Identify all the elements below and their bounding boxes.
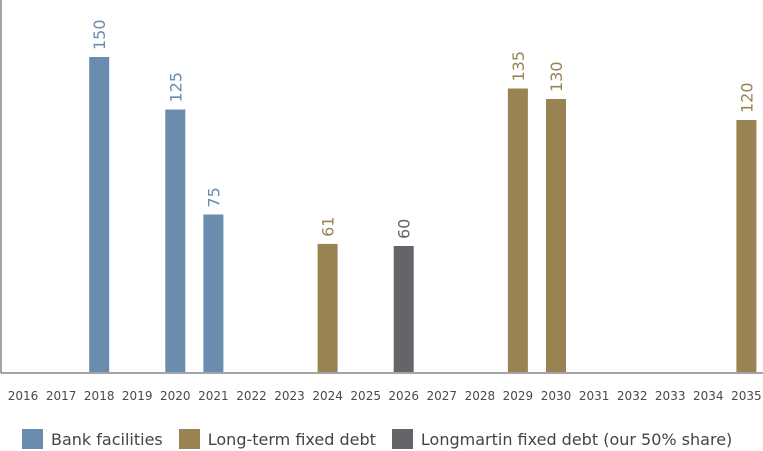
x-tick-label-2022: 2022 xyxy=(236,389,267,403)
legend-item-longmartin-fixed-debt: Longmartin fixed debt (our 50% share) xyxy=(391,429,733,449)
data-label-2026: 60 xyxy=(395,219,414,239)
bar-2024 xyxy=(317,243,338,372)
x-tick-label-2030: 2030 xyxy=(541,389,572,403)
x-tick-labels-group: 2016 2017 2018 2019 2020 2021 2022 2023 2024 2025… xyxy=(8,389,762,403)
legend-swatch-longmartin-fixed-debt xyxy=(391,429,413,449)
data-label-2024: 61 xyxy=(319,217,338,237)
x-tick-label-2035: 2035 xyxy=(731,389,762,403)
bar-2029 xyxy=(507,88,528,372)
legend-label-bank-facilities: Bank facilities xyxy=(51,429,163,449)
data-label-2035: 120 xyxy=(737,82,756,113)
x-tick-label-2016: 2016 xyxy=(8,389,39,403)
x-tick-label-2034: 2034 xyxy=(693,389,724,403)
x-tick-label-2025: 2025 xyxy=(350,389,381,403)
x-tick-label-2027: 2027 xyxy=(427,389,458,403)
legend-swatch-long-term-fixed-debt xyxy=(178,429,200,449)
x-tick-label-2026: 2026 xyxy=(388,389,419,403)
x-tick-label-2028: 2028 xyxy=(465,389,496,403)
x-tick-label-2032: 2032 xyxy=(617,389,648,403)
x-tick-label-2019: 2019 xyxy=(122,389,153,403)
bar-2020 xyxy=(165,109,186,372)
data-labels-group: 150 125 75 61 60 135 130 120 xyxy=(90,19,756,239)
x-tick-label-2024: 2024 xyxy=(312,389,343,403)
bar-2030 xyxy=(546,99,566,372)
data-label-2020: 125 xyxy=(166,72,185,103)
x-tick-label-2033: 2033 xyxy=(655,389,686,403)
x-tick-label-2018: 2018 xyxy=(84,389,115,403)
bar-2018 xyxy=(89,57,110,372)
bars-group xyxy=(89,57,757,372)
legend: Bank facilities Long-term fixed debt Lon… xyxy=(22,428,732,450)
legend-item-bank-facilities: Bank facilities xyxy=(22,429,163,449)
x-tick-label-2020: 2020 xyxy=(160,389,191,403)
x-tick-label-2031: 2031 xyxy=(579,389,610,403)
x-tick-label-2021: 2021 xyxy=(198,389,229,403)
legend-swatch-bank-facilities xyxy=(22,429,43,449)
bar-2035 xyxy=(736,120,757,372)
legend-label-long-term-fixed-debt: Long-term fixed debt xyxy=(207,429,376,449)
legend-item-long-term-fixed-debt: Long-term fixed debt xyxy=(178,429,376,449)
x-tick-label-2017: 2017 xyxy=(46,389,77,403)
data-label-2029: 135 xyxy=(509,51,528,82)
bar-2026 xyxy=(393,246,414,372)
data-label-2021: 75 xyxy=(204,187,223,207)
data-label-2030: 130 xyxy=(547,61,566,92)
x-tick-label-2023: 2023 xyxy=(274,389,305,403)
x-tick-label-2029: 2029 xyxy=(503,389,534,403)
data-label-2018: 150 xyxy=(90,19,109,50)
legend-label-longmartin-fixed-debt: Longmartin fixed debt (our 50% share) xyxy=(420,429,733,449)
bar-2021 xyxy=(203,214,224,372)
